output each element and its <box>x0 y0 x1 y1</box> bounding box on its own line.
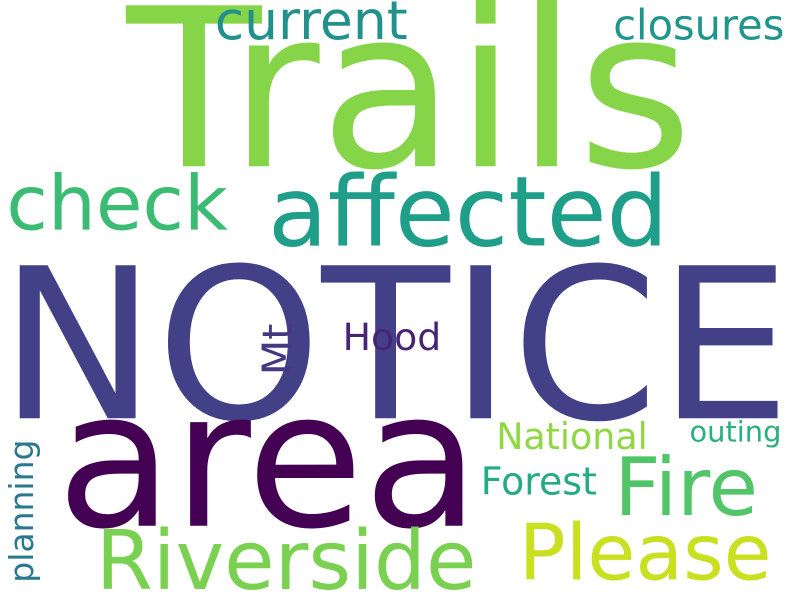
word-outing: outing <box>689 414 782 449</box>
word-hood: Hood <box>342 315 442 360</box>
word-notice: NOTICE <box>0 223 791 469</box>
word-planning: planning <box>2 439 42 583</box>
word-forest: Forest <box>480 459 597 504</box>
word-area: area <box>56 349 480 571</box>
word-please: Please <box>518 508 772 599</box>
word-check: check <box>6 159 228 248</box>
word-affected: affected <box>268 155 669 269</box>
word-closures: closures <box>613 0 785 50</box>
word-riverside: Riverside <box>95 514 477 600</box>
word-national: National <box>496 414 648 458</box>
word-trails: Trails <box>126 0 693 220</box>
word-current: current <box>214 0 408 53</box>
word-fire: Fire <box>614 440 758 535</box>
